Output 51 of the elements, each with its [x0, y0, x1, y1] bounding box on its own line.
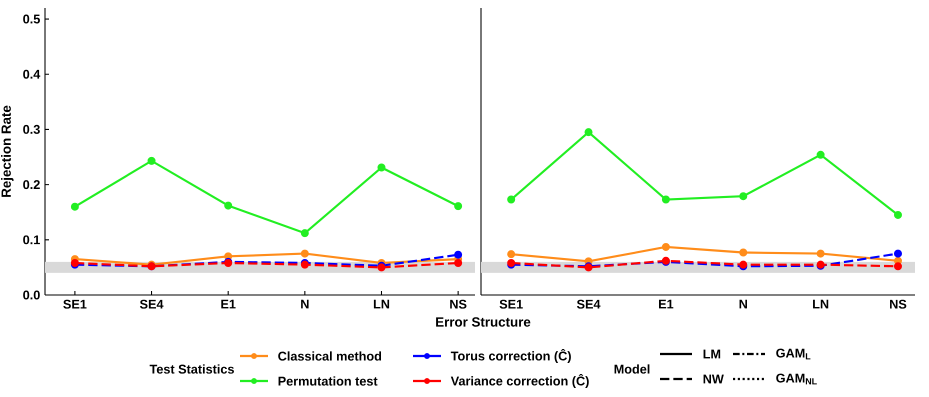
- y-tick-label: 0.0: [23, 290, 40, 300]
- point: [300, 229, 309, 238]
- x-axis-title: Error Structure: [436, 317, 530, 327]
- y-tick-label: 0.1: [23, 235, 40, 244]
- point: [894, 262, 902, 270]
- x-tick-label: N: [740, 300, 747, 308]
- x-tick-label: SE4: [140, 300, 164, 309]
- point: [584, 128, 593, 136]
- legend-label: Torus correction (Ĉ): [450, 349, 571, 363]
- x-tick-label: SE1: [500, 300, 523, 309]
- point: [894, 210, 902, 219]
- x-tick-label: N: [301, 300, 309, 308]
- text: Model: [614, 364, 650, 374]
- point: [70, 202, 79, 211]
- x-tick-label: LN: [813, 300, 828, 308]
- y-tick-label: 0.3: [23, 124, 40, 134]
- y-tick-label: 0.5: [23, 14, 40, 24]
- point: [454, 202, 462, 210]
- x-tick-label: SE1: [63, 300, 87, 309]
- point: [662, 196, 670, 204]
- point: [300, 250, 309, 258]
- text: NW: [704, 374, 724, 384]
- legend-label: Classical method: [278, 351, 382, 361]
- y-tick-label: 0.4: [23, 70, 40, 79]
- point: [507, 196, 516, 204]
- point: [454, 250, 462, 259]
- point: [507, 250, 516, 258]
- point: [148, 156, 156, 165]
- point: [894, 250, 902, 258]
- x-tick-label: NS: [450, 300, 466, 309]
- x-tick-label: E1: [659, 300, 674, 308]
- y-tick-label: 0.2: [23, 180, 40, 190]
- point: [816, 150, 825, 159]
- y-axis-title: Rejection Rate: [1, 106, 14, 197]
- point: [739, 192, 748, 200]
- legend-title: Test Statistics: [150, 364, 234, 374]
- point: [662, 242, 670, 251]
- text: GAM$_{NL}$: [776, 374, 817, 384]
- point: [454, 258, 462, 267]
- point: [816, 250, 825, 258]
- text: GAM$_{L}$: [776, 348, 810, 360]
- x-tick-label: E1: [221, 300, 236, 308]
- legend-label: Permutation test: [278, 376, 378, 386]
- x-tick-label: NS: [890, 300, 906, 309]
- legend-label: Variance correction (Ĉ): [450, 374, 589, 388]
- x-tick-label: SE4: [576, 300, 600, 309]
- text: LM: [704, 350, 720, 358]
- point: [377, 164, 386, 172]
- point: [224, 202, 232, 210]
- point: [739, 248, 748, 256]
- x-tick-label: LN: [374, 300, 390, 308]
